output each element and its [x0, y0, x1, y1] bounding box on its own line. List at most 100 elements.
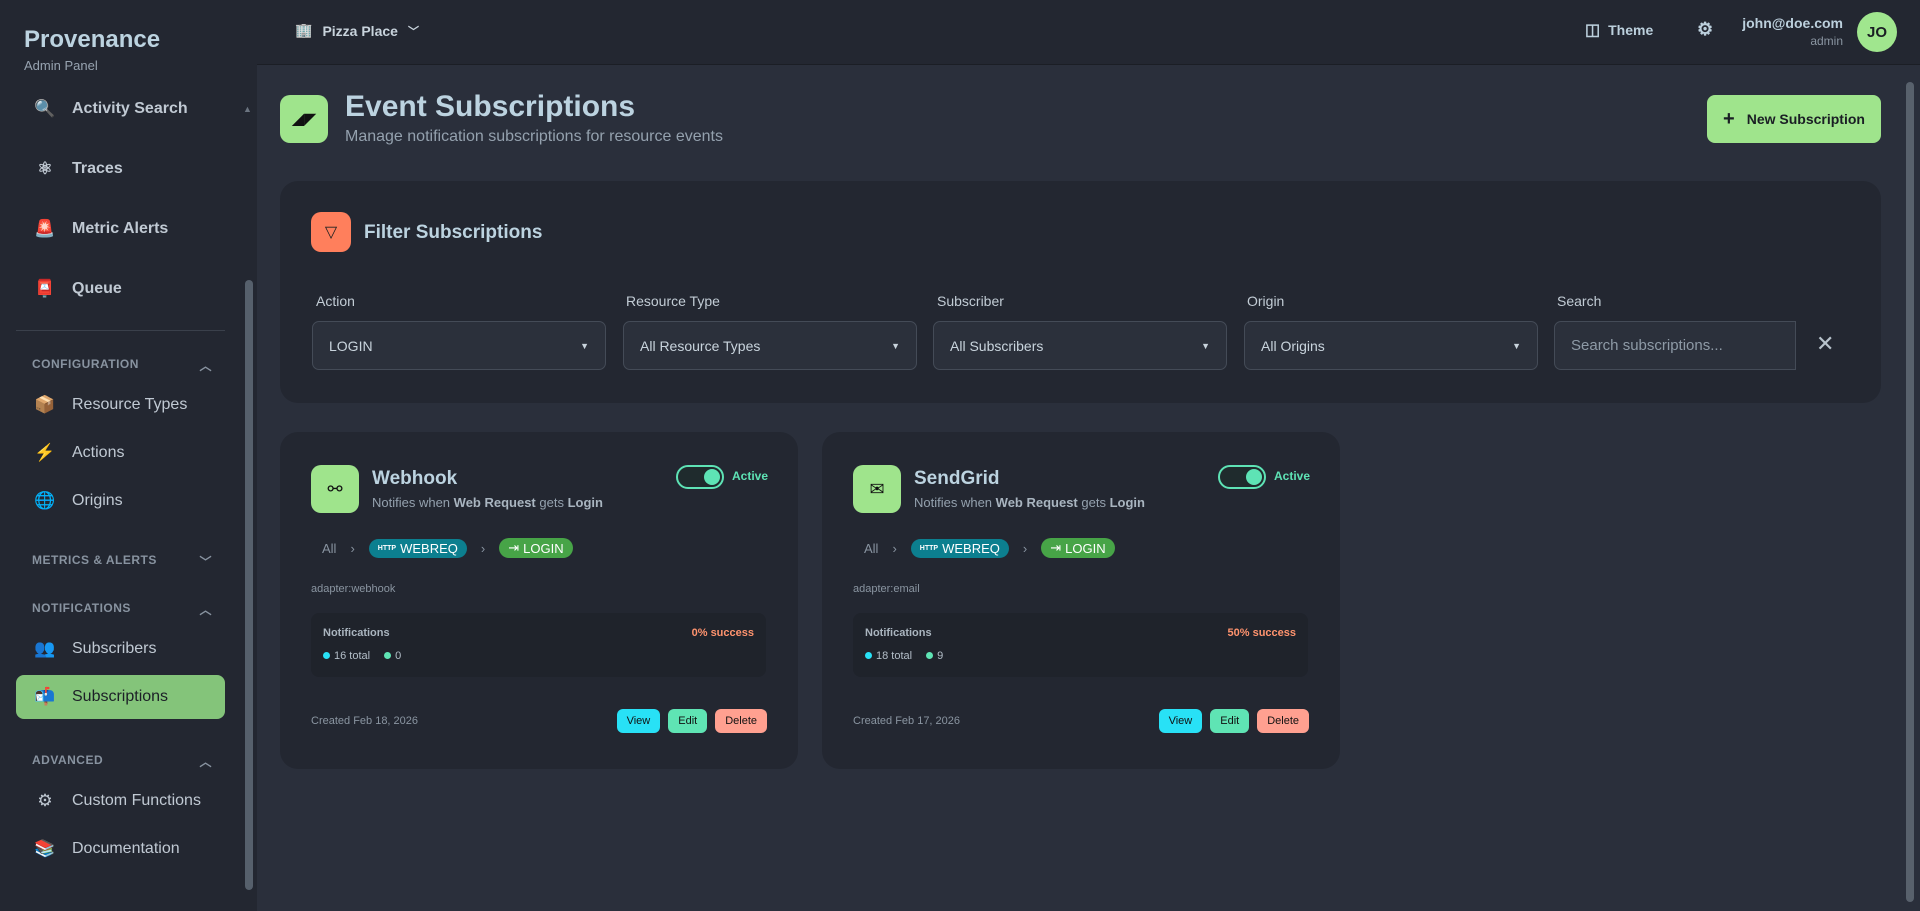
webhook-icon: ⚯	[311, 465, 359, 513]
section-label: METRICS & ALERTS	[32, 553, 157, 567]
view-button[interactable]: View	[1158, 709, 1203, 733]
gear-icon: ⚙	[37, 791, 53, 810]
new-subscription-button[interactable]: + New Subscription	[1707, 95, 1881, 143]
sidebar-item-queue[interactable]: 📮 Queue	[16, 267, 225, 311]
nav-label: Metric Alerts	[72, 220, 169, 237]
theme-button[interactable]: ◫ Theme	[1585, 20, 1653, 40]
sidebar-item-subscribers[interactable]: 👥 Subscribers	[16, 627, 225, 671]
sidebar-item-documentation[interactable]: 📚 Documentation	[16, 827, 225, 871]
notifications-stats: Notifications 0% success 16 total 0	[311, 613, 766, 677]
users-icon: 👥	[34, 639, 56, 658]
origin-label: Origin	[1247, 293, 1285, 309]
mailbox-icon: 📬	[34, 687, 56, 706]
nav-label: Documentation	[72, 840, 180, 857]
sidebar-item-actions[interactable]: ⚡ Actions	[16, 431, 225, 475]
edit-button[interactable]: Edit	[668, 709, 708, 733]
postbox-icon: 📮	[34, 279, 56, 298]
sidebar-item-subscriptions[interactable]: 📬 Subscriptions	[16, 675, 225, 719]
total-count: 16 total	[323, 650, 370, 662]
section-notifications[interactable]: NOTIFICATIONS ︿	[32, 601, 212, 618]
settings-gear-icon[interactable]: ⚙	[1697, 19, 1714, 39]
delivered-count: 9	[926, 650, 943, 662]
notification-counts: 18 total 9	[865, 650, 943, 662]
sidebar-item-resource-types[interactable]: 📦 Resource Types	[16, 383, 225, 427]
delivered-count: 0	[384, 650, 401, 662]
action-pill: ⇥ LOGIN	[1041, 538, 1115, 558]
clear-filters-close-icon[interactable]: ✕	[1816, 331, 1835, 356]
active-toggle[interactable]	[676, 465, 724, 489]
org-selector[interactable]: 🏢 Pizza Place ﹀	[295, 22, 419, 39]
sidebar-item-activity-search[interactable]: 🔍 Activity Search	[16, 87, 225, 131]
section-configuration[interactable]: CONFIGURATION ︿	[32, 357, 212, 374]
brand-subtitle: Admin Panel	[24, 58, 98, 73]
view-button[interactable]: View	[616, 709, 661, 733]
subscription-name: SendGrid	[914, 468, 1000, 489]
divider	[16, 330, 225, 331]
section-advanced[interactable]: ADVANCED ︿	[32, 753, 212, 770]
chevron-up-icon: ︿	[199, 603, 212, 617]
subscription-description: Notifies when Web Request gets Login	[914, 495, 1145, 510]
action-select[interactable]: LOGIN ▼	[312, 321, 606, 370]
card-actions: View Edit Delete	[616, 709, 767, 733]
nav-label: Actions	[72, 444, 125, 461]
nav-label: Origins	[72, 492, 123, 509]
funnel-icon: ▽	[311, 212, 351, 252]
notifications-label: Notifications	[865, 627, 932, 639]
nav-label: Traces	[72, 160, 123, 177]
edit-button[interactable]: Edit	[1210, 709, 1250, 733]
subscription-description: Notifies when Web Request gets Login	[372, 495, 603, 510]
chevron-right-icon: ›	[480, 540, 486, 556]
user-role: admin	[1810, 34, 1843, 48]
subscriptions-icon: ◢◤	[280, 95, 328, 143]
success-rate: 0% success	[691, 627, 754, 639]
package-icon: 📦	[34, 395, 56, 414]
brand-name: Provenance	[24, 26, 161, 53]
sidebar-item-traces[interactable]: ⚛ Traces	[16, 147, 225, 191]
active-toggle[interactable]	[1218, 465, 1266, 489]
event-breadcrumb: All › HTTP WEBREQ › ⇥ LOGIN	[864, 538, 1115, 558]
columns-icon: ◫	[1585, 22, 1601, 39]
chevron-right-icon: ›	[892, 540, 897, 556]
chevron-up-icon: ︿	[199, 359, 212, 373]
delete-button[interactable]: Delete	[715, 709, 767, 733]
status-label: Active	[732, 469, 769, 483]
action-pill: ⇥ LOGIN	[499, 538, 573, 558]
subscriber-label: Subscriber	[937, 293, 1004, 309]
notifications-label: Notifications	[323, 627, 390, 639]
new-subscription-label: New Subscription	[1746, 111, 1865, 127]
created-date: Created Feb 18, 2026	[311, 715, 419, 727]
notification-counts: 16 total 0	[323, 650, 401, 662]
subscriber-select[interactable]: All Subscribers ▼	[933, 321, 1227, 370]
atom-icon: ⚛	[37, 159, 53, 178]
adapter-label: adapter:webhook	[311, 583, 396, 595]
topbar: 🏢 Pizza Place ﹀ ◫ Theme ⚙ john@doe.com admi…	[257, 0, 1920, 65]
select-value: All Origins	[1261, 337, 1325, 354]
nav-label: Custom Functions	[72, 792, 201, 809]
subscription-card: ⚯ Webhook Notifies when Web Request gets…	[280, 432, 798, 769]
chevron-down-icon: ﹀	[407, 25, 419, 38]
subscription-name: Webhook	[372, 468, 458, 489]
user-info[interactable]: john@doe.com admin	[1737, 15, 1843, 48]
user-email: john@doe.com	[1742, 15, 1843, 31]
sidebar-scrollbar[interactable]	[245, 280, 253, 890]
sidebar-item-metric-alerts[interactable]: 🚨 Metric Alerts	[16, 207, 225, 251]
sidebar-item-origins[interactable]: 🌐 Origins	[16, 479, 225, 523]
avatar[interactable]: JO	[1857, 12, 1897, 52]
resource-type-select[interactable]: All Resource Types ▼	[623, 321, 917, 370]
section-label: NOTIFICATIONS	[32, 601, 131, 615]
caret-down-icon: ▼	[891, 340, 900, 351]
delete-button[interactable]: Delete	[1257, 709, 1309, 733]
nav-label: Queue	[72, 280, 122, 297]
section-metrics-alerts[interactable]: METRICS & ALERTS ﹀	[32, 553, 212, 570]
nav-label: Subscriptions	[72, 688, 169, 705]
page-title: Event Subscriptions	[345, 90, 636, 123]
main-scrollbar[interactable]	[1906, 82, 1914, 902]
page-subtitle: Manage notification subscriptions for re…	[345, 128, 723, 145]
filter-title: Filter Subscriptions	[364, 222, 543, 243]
origin-select[interactable]: All Origins ▼	[1244, 321, 1538, 370]
scroll-up-icon[interactable]: ▲	[243, 104, 252, 114]
search-label: Search	[1557, 293, 1602, 309]
search-input[interactable]	[1554, 321, 1796, 370]
caret-down-icon: ▼	[1201, 340, 1210, 351]
sidebar-item-custom-functions[interactable]: ⚙ Custom Functions	[16, 779, 225, 823]
